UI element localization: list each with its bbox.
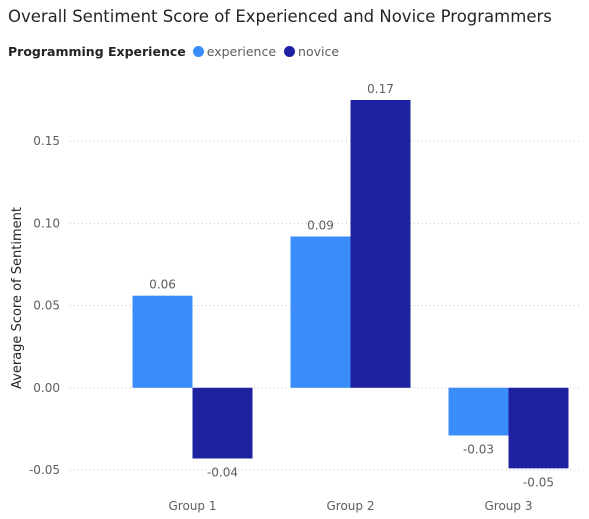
y-tick-label: -0.05 <box>29 463 60 477</box>
bar-novice-group-2 <box>350 100 411 388</box>
chart-title: Overall Sentiment Score of Experienced a… <box>8 7 552 26</box>
legend: Programming Experience experience novice <box>8 42 347 60</box>
bars: 0.06 -0.04 0.09 0.17 -0.03 -0.05 <box>132 82 569 489</box>
bar-novice-group-1 <box>192 387 253 459</box>
legend-item-experience[interactable]: experience <box>192 43 277 59</box>
bar-experience-group-3 <box>448 387 509 436</box>
bar-experience-group-2 <box>290 236 351 388</box>
data-label: -0.05 <box>523 475 554 489</box>
data-label: 0.09 <box>307 218 334 232</box>
x-tick-label: Group 1 <box>169 499 217 513</box>
data-label: 0.06 <box>149 278 176 292</box>
legend-item-novice[interactable]: novice <box>284 44 339 59</box>
y-tick-label: 0.15 <box>33 134 60 148</box>
y-tick-label: 0.00 <box>33 381 60 395</box>
data-label: -0.03 <box>463 442 494 456</box>
bar-novice-group-3 <box>508 387 569 469</box>
data-label: -0.04 <box>207 465 238 479</box>
y-tick-label: 0.10 <box>33 216 60 230</box>
x-axis-ticks: Group 1 Group 2 Group 3 <box>169 499 533 513</box>
legend-dot-experience <box>192 45 204 57</box>
legend-dot-novice <box>284 45 296 57</box>
legend-label-experience: experience <box>206 43 277 59</box>
y-axis-ticks: -0.05 0.00 0.05 0.10 0.15 <box>29 134 60 477</box>
data-label: 0.17 <box>367 82 394 96</box>
bar-experience-group-1 <box>132 295 193 388</box>
x-tick-label: Group 3 <box>485 499 533 513</box>
y-axis-label: Average Score of Sentiment <box>10 207 25 389</box>
y-tick-label: 0.05 <box>33 299 60 313</box>
legend-label-novice: novice <box>298 43 340 59</box>
legend-title: Programming Experience <box>8 43 186 59</box>
x-tick-label: Group 2 <box>327 499 375 513</box>
